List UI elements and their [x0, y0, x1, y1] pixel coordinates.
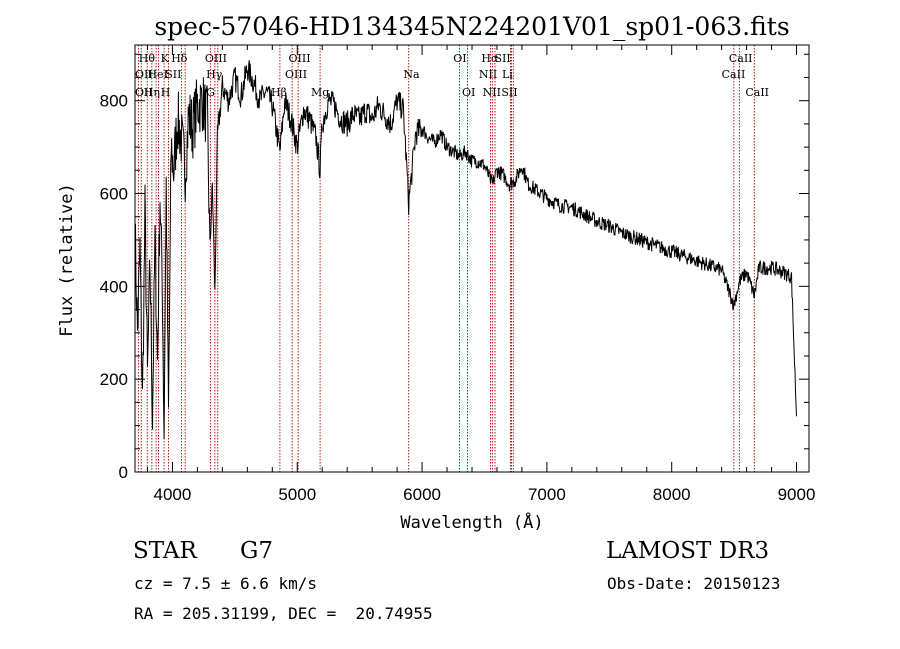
x-tick-label: 7000	[528, 485, 566, 504]
spectral-line-label: SII	[501, 86, 517, 99]
spectral-line-label: K	[161, 52, 170, 65]
spectral-line-label: Hα	[481, 52, 499, 65]
spectral-line-label: Hη	[144, 86, 160, 99]
y-axis-label: Flux (relative)	[57, 183, 77, 337]
plot-frame	[134, 44, 810, 473]
object-type: STAR	[133, 538, 197, 564]
spectral-line-label: Hδ	[171, 52, 188, 65]
spectral-line-label: OIII	[285, 68, 307, 81]
spectral-line-label: NII	[479, 68, 497, 81]
x-tick-label: 6000	[403, 485, 441, 504]
spectral-line-label: Li	[502, 68, 513, 81]
y-tick-label: 400	[100, 277, 128, 296]
spectral-line-label: Hθ	[139, 52, 156, 65]
spectral-line-label: Hβ	[271, 86, 287, 99]
spectral-line-label: OIII	[205, 52, 227, 65]
spectrum-chart: 4000 5000 6000 7000 8000 9000 0 200 400 600 800 Hθ O…	[57, 12, 816, 533]
y-tick-label: 200	[100, 370, 128, 389]
obs-date: Obs-Date: 20150123	[607, 574, 781, 593]
spectral-line-label: CaII	[745, 86, 769, 99]
spectral-line-label: NII	[483, 86, 501, 99]
y-tick-label: 800	[100, 92, 128, 111]
spectral-line-label: CaII	[722, 68, 746, 81]
spectral-line-label: SII	[494, 52, 510, 65]
spectral-subclass: G7	[240, 538, 274, 564]
spectral-line-label: OII	[135, 86, 153, 99]
spectral-line-label: OII	[135, 68, 153, 81]
spectral-line-label: H	[161, 86, 171, 99]
x-tick-label: 4000	[154, 485, 192, 504]
spectral-line-label: Na	[403, 68, 420, 81]
spectral-line-label: Hγ	[206, 68, 223, 81]
spectral-line-label: SII	[165, 68, 181, 81]
chart-title: spec-57046-HD134345N224201V01_sp01-063.f…	[154, 12, 789, 41]
spectral-line-label: HeI	[147, 68, 167, 81]
y-tick-label: 0	[119, 463, 128, 482]
spectral-line-label: G	[206, 86, 215, 99]
spectral-line-label: OIII	[289, 52, 311, 65]
x-tick-label: 5000	[278, 485, 316, 504]
spectral-line-label: OI	[462, 86, 475, 99]
spectral-line-label: CaII	[729, 52, 753, 65]
redshift-text: cz = 7.5 ± 6.6 km/s	[134, 574, 318, 593]
coordinates: RA = 205.31199, DEC = 20.74955	[134, 604, 433, 623]
spectral-line-label: OI	[453, 52, 466, 65]
y-tick-label: 600	[100, 185, 128, 204]
spectral-line-label: Mg	[311, 86, 329, 99]
survey-name: LAMOST DR3	[606, 538, 770, 564]
x-tick-label: 9000	[778, 485, 816, 504]
x-tick-label: 8000	[653, 485, 691, 504]
x-axis-label: Wavelength (Å)	[400, 511, 543, 533]
spectrum-line	[134, 60, 797, 440]
